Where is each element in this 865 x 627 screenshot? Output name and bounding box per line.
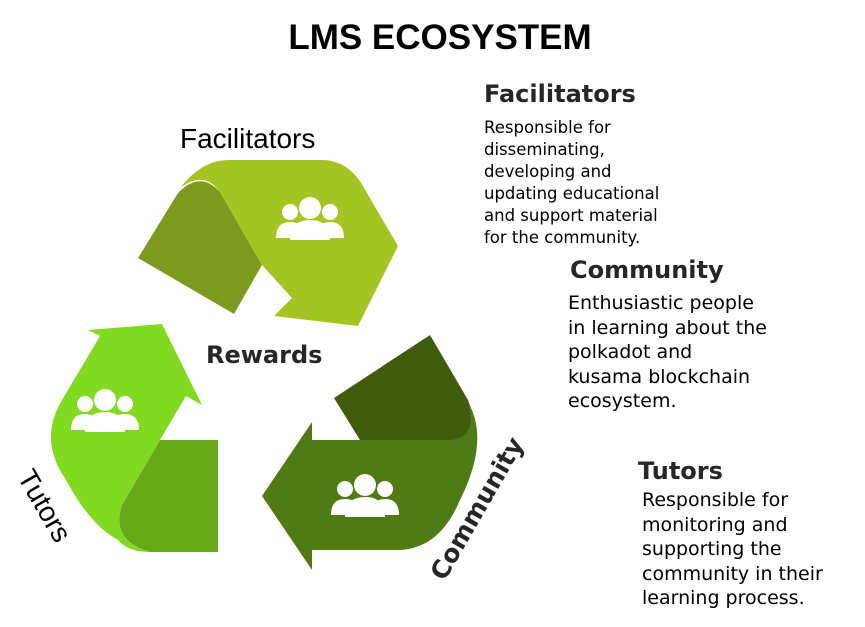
tutors-description-line: monitoring and <box>642 513 788 536</box>
cycle-label-facilitators: Facilitators <box>180 123 316 154</box>
facilitators-heading: Facilitators <box>484 80 636 108</box>
community-description-line: kusama blockchain <box>568 365 751 388</box>
tutors-description-line: learning process. <box>642 587 805 609</box>
tutors-arrow-body <box>50 324 202 552</box>
facilitators-arrow-fold <box>138 181 262 314</box>
tutors-description-line: community in their <box>642 562 823 585</box>
tutors-description-line: Responsible for <box>642 489 789 511</box>
cycle-label-rewards: Rewards <box>206 341 323 369</box>
tutors-arrow-fold <box>119 440 218 552</box>
facilitators-description-line: disseminating, <box>484 140 605 159</box>
facilitators-description-line: developing and <box>484 162 612 181</box>
community-description-line: Enthusiastic people <box>568 292 754 314</box>
facilitators-description-line: Responsible for <box>484 118 611 137</box>
community-description-line: ecosystem. <box>568 390 677 412</box>
community-description-line: polkadot and <box>568 341 693 363</box>
facilitators-description-line: and support material <box>484 206 658 225</box>
facilitators-arrow <box>138 160 398 326</box>
tutors-description-line: supporting the <box>642 538 782 560</box>
community-description-line: in learning about the <box>568 316 767 339</box>
facilitators-description: Responsible for disseminating, developin… <box>484 117 659 249</box>
facilitators-description-line: updating educational <box>484 184 660 203</box>
tutors-arrow <box>50 324 218 552</box>
community-arrow-fold <box>334 335 473 440</box>
facilitators-description-line: for the community. <box>484 228 641 247</box>
tutors-description: Responsible for monitoring and supportin… <box>642 488 823 611</box>
community-heading: Community <box>570 256 724 284</box>
community-arrow <box>262 335 478 570</box>
tutors-heading: Tutors <box>638 457 723 485</box>
diagram-title: LMS ECOSYSTEM <box>288 18 592 57</box>
community-description: Enthusiastic people in learning about th… <box>568 291 767 414</box>
facilitators-arrow-body <box>180 160 398 326</box>
